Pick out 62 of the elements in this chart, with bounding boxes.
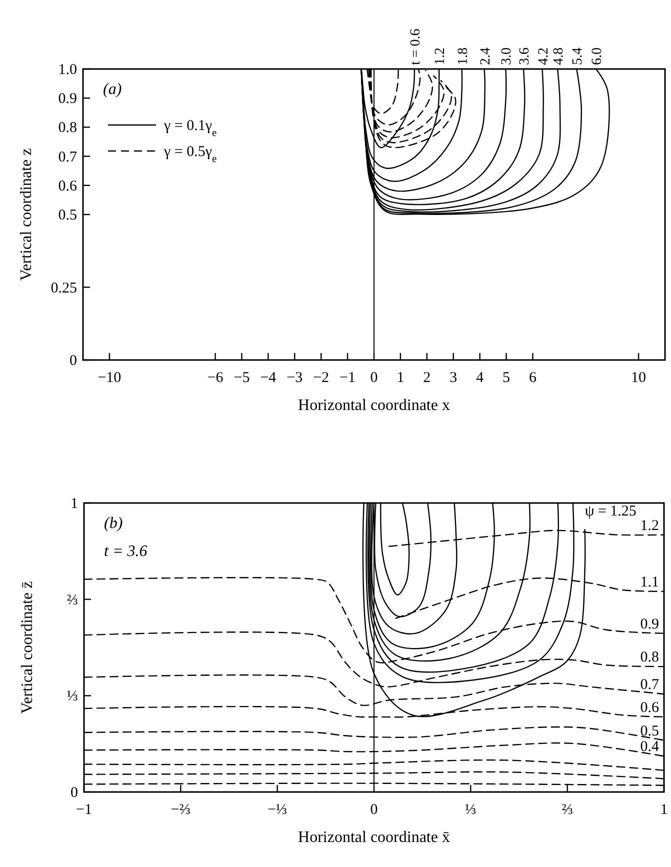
y-tick-label: 1.0 — [58, 62, 77, 78]
y-axis-title: Vertical coordinate z̄ — [19, 581, 36, 714]
x-tick-label: 1 — [660, 802, 668, 818]
y-tick-label: 0.6 — [58, 178, 78, 194]
series-label: 0.9 — [640, 616, 659, 632]
legend-label: γ = 0.5γ$_{e}$ — [163, 144, 217, 164]
x-tick-label: −⅓ — [267, 802, 288, 818]
x-tick-label: −10 — [98, 370, 122, 386]
x-axis-title: Horizontal coordinate x̄ — [298, 829, 450, 846]
x-tick-label: −1 — [340, 370, 356, 386]
y-tick-label: 0.5 — [58, 208, 77, 224]
x-tick-label: −⅔ — [170, 802, 191, 818]
annotation: 1.8 — [456, 48, 471, 65]
annotation: 5.4 — [570, 48, 586, 65]
x-tick-label: −5 — [234, 370, 250, 386]
x-tick-label: 6 — [528, 370, 537, 386]
annotation: 4.8 — [552, 48, 567, 65]
y-tick-label: 0 — [70, 353, 77, 369]
series-label: 1.1 — [640, 574, 659, 590]
y-tick-label: 1 — [70, 496, 78, 512]
x-tick-label: −1 — [76, 802, 92, 818]
y-tick-label: 0.7 — [58, 149, 78, 166]
y-tick-label: 0.8 — [58, 120, 77, 136]
annotation: 4.2 — [536, 48, 552, 65]
x-tick-label: −3 — [286, 370, 303, 386]
x-tick-label: 2 — [423, 370, 431, 386]
x-tick-label: 3 — [450, 370, 458, 386]
x-tick-label: −6 — [207, 370, 224, 386]
x-tick-label: 1 — [396, 370, 404, 386]
annotation: (a) — [103, 81, 122, 98]
annotation: ψ = 1.25 — [584, 504, 636, 520]
y-tick-label: ⅔ — [66, 592, 78, 608]
series-label: 1.2 — [640, 518, 659, 534]
y-tick-label: 0 — [70, 785, 78, 801]
y-tick-label: 0.9 — [58, 91, 77, 108]
x-tick-label: 10 — [631, 370, 646, 386]
annotation: 1.2 — [433, 48, 448, 65]
x-tick-label: −2 — [313, 370, 330, 386]
annotation: t = 0.6 — [408, 28, 424, 65]
series-label: 0.5 — [640, 723, 659, 740]
x-tick-label: ⅔ — [562, 802, 573, 818]
x-tick-label: 0 — [370, 802, 378, 818]
annotation: t = 3.6 — [104, 543, 148, 560]
x-tick-label: 0 — [370, 370, 378, 386]
annotation: 2.4 — [478, 48, 494, 65]
series-label: 0.6 — [640, 700, 660, 716]
x-tick-label: −4 — [260, 370, 277, 386]
y-tick-label: ⅓ — [66, 688, 78, 705]
x-axis-title: Horizontal coordinate x — [298, 397, 450, 414]
series-label: 0.8 — [640, 650, 659, 666]
annotation: 3.0 — [500, 48, 515, 65]
x-tick-label: 4 — [476, 370, 484, 386]
y-tick-label: 0.25 — [50, 280, 77, 296]
legend-label: γ = 0.1γ$_{e}$ — [163, 118, 217, 138]
x-tick-label: 5 — [502, 370, 510, 386]
series-label: 0.4 — [640, 739, 660, 756]
annotation: 3.6 — [517, 48, 532, 65]
series-label: 0.7 — [640, 677, 660, 694]
x-tick-label: ⅓ — [465, 802, 476, 818]
annotation: 6.0 — [590, 48, 605, 65]
y-axis-title: Vertical coordinate z — [18, 148, 35, 281]
annotation: (b) — [104, 515, 123, 532]
